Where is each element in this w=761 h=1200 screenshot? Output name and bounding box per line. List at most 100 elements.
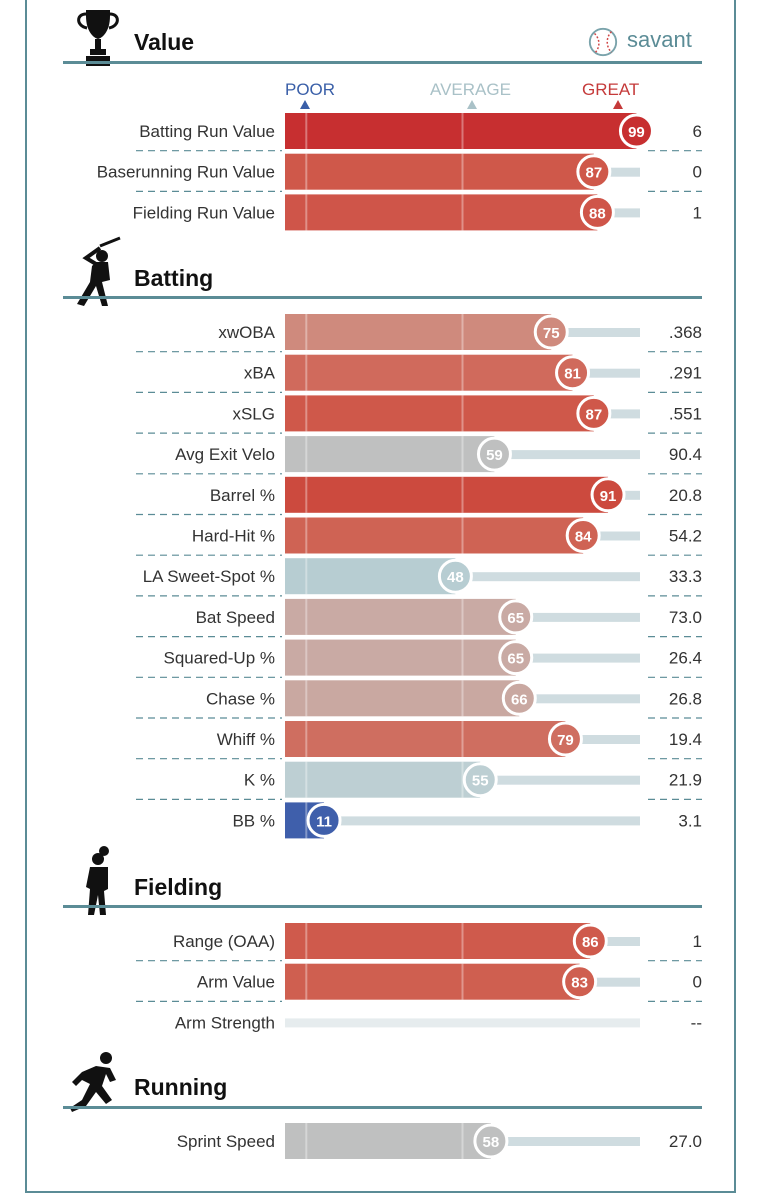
metric-label: BB %	[232, 811, 275, 830]
scale-arrow-great	[613, 100, 623, 109]
percentile-circle	[533, 314, 569, 350]
metric-label: xwOBA	[218, 323, 275, 342]
runner-icon	[70, 1052, 116, 1112]
percentile-circle	[576, 395, 612, 431]
track-remainder	[593, 409, 640, 419]
scale-arrow-average	[467, 100, 477, 109]
metric-value: .551	[669, 404, 702, 423]
metric-value: 90.4	[669, 445, 702, 464]
section-rule-running	[63, 1106, 702, 1109]
percentile-bar	[285, 517, 584, 554]
track-remainder	[515, 612, 640, 622]
metric-label: Bat Speed	[196, 608, 275, 627]
frame-right-border	[734, 0, 736, 1193]
metric-label: Arm Value	[197, 973, 275, 992]
percentile-bar	[285, 354, 573, 391]
metric-label: Arm Strength	[175, 1013, 275, 1032]
metric-label: Whiff %	[217, 730, 275, 749]
percentile-bar	[285, 314, 552, 350]
percentile-value: 79	[557, 732, 574, 749]
section-title-running: Running	[134, 1074, 228, 1100]
percentile-value: 99	[628, 124, 645, 141]
track-remainder	[519, 694, 640, 704]
track-remainder	[590, 937, 640, 946]
metric-label: xBA	[244, 364, 276, 383]
metric-label: Hard-Hit %	[192, 527, 275, 546]
percentile-circle	[562, 964, 598, 1000]
section-title-fielding: Fielding	[134, 874, 223, 900]
percentile-bar	[285, 558, 456, 595]
frame-left-border	[25, 0, 27, 1193]
track-remainder	[565, 735, 640, 744]
percentile-circle	[462, 762, 498, 798]
scale-arrow-poor	[300, 100, 310, 109]
metric-value: 1	[693, 203, 702, 222]
metric-value: 27.0	[669, 1132, 702, 1151]
percentile-value: 75	[543, 325, 560, 342]
metric-value: 0	[693, 163, 702, 182]
percentile-bar	[285, 153, 594, 190]
percentile-circle	[618, 113, 654, 149]
section-rule-fielding	[63, 905, 702, 908]
track-remainder	[480, 775, 640, 785]
percentile-bar	[285, 923, 591, 959]
percentile-value: 65	[507, 651, 524, 668]
track-remainder	[579, 977, 640, 987]
section-title-value: Value	[134, 29, 195, 55]
track-remainder	[572, 368, 640, 378]
track-remainder	[515, 653, 640, 663]
scale-label-average: AVERAGE	[430, 80, 511, 99]
percentile-value: 48	[447, 569, 464, 586]
percentile-value: 55	[472, 773, 489, 790]
percentile-circle	[473, 1123, 509, 1159]
section-rule-value	[63, 61, 702, 64]
percentile-bar	[285, 963, 580, 1000]
metric-label: Chase %	[206, 689, 275, 708]
metric-value: 20.8	[669, 486, 702, 505]
percentile-circle	[565, 518, 601, 553]
percentile-bar	[285, 113, 637, 149]
metric-label: xSLG	[232, 404, 275, 423]
metric-label: K %	[244, 771, 275, 790]
metric-label: Fielding Run Value	[133, 203, 275, 222]
metric-value: 6	[693, 122, 702, 141]
percentile-value: 65	[507, 610, 524, 627]
percentile-circle	[576, 154, 612, 190]
percentile-circle	[590, 477, 626, 513]
percentile-bar	[285, 598, 516, 635]
percentile-value: 91	[600, 488, 617, 505]
percentile-bar	[285, 680, 520, 717]
percentile-value: 66	[511, 691, 528, 708]
track-remainder	[551, 328, 640, 337]
section-title-batting: Batting	[134, 265, 214, 291]
percentile-value: 87	[586, 406, 603, 423]
percentile-circle	[555, 355, 591, 391]
metric-value: 54.2	[669, 527, 702, 546]
percentile-circle	[501, 680, 537, 716]
percentile-value: 84	[575, 529, 592, 546]
frame-bottom-border	[25, 1191, 736, 1193]
metric-label: LA Sweet-Spot %	[143, 567, 275, 586]
percentile-value: 59	[486, 447, 503, 464]
percentile-circle	[572, 923, 608, 959]
metric-value: 73.0	[669, 608, 702, 627]
empty-track	[285, 1018, 640, 1028]
metric-value: --	[691, 1013, 702, 1032]
metric-value: .291	[669, 364, 702, 383]
percentile-value: 11	[316, 813, 332, 830]
track-remainder	[490, 1137, 640, 1146]
percentile-bar	[285, 194, 598, 231]
metric-value: 0	[693, 973, 702, 992]
track-remainder	[324, 816, 640, 826]
percentile-circle	[437, 558, 473, 594]
percentile-bar	[285, 1123, 491, 1159]
metric-value: 3.1	[678, 811, 702, 830]
metric-value: .368	[669, 323, 702, 342]
track-remainder	[583, 531, 640, 541]
scale-label-poor: POOR	[285, 80, 336, 99]
baseball-icon	[588, 27, 618, 57]
fielder-icon	[86, 846, 109, 915]
percentile-bar	[285, 721, 566, 757]
percentile-value: 81	[564, 366, 581, 383]
